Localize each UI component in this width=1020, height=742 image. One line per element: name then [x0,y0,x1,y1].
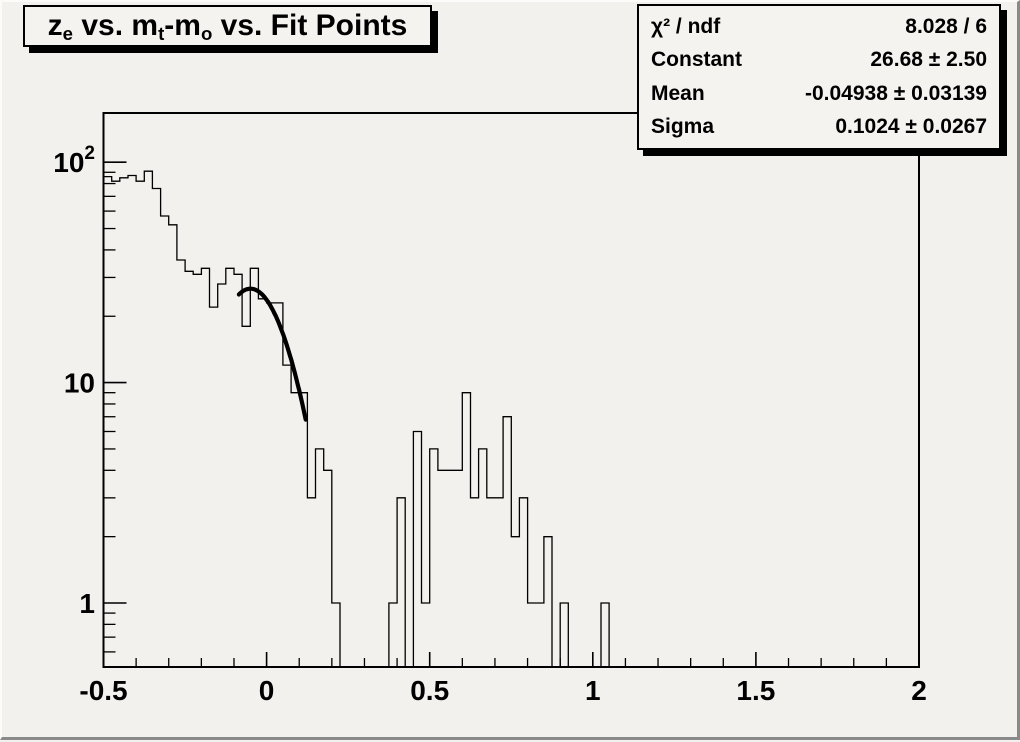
stat-value-chi2: 8.028 / 6 [905,14,987,38]
x-axis-tick-label: 0 [259,675,275,706]
stat-value-constant: 26.68 ± 2.50 [870,48,987,72]
gaussian-fit-curve [236,286,308,422]
x-axis-tick-label: 2 [911,675,927,706]
x-axis-tick-label: 1 [585,675,601,706]
stat-value-mean: -0.04938 ± 0.03139 [804,81,987,105]
x-axis-tick-label: 0.5 [410,675,449,706]
plot-frame [102,112,920,668]
x-axis-tick-label: 1.5 [736,675,775,706]
title-text-part: -m [164,9,201,42]
stat-label-constant: Constant [651,48,742,72]
title-text-part: z [47,9,63,42]
title-subscript: e [62,23,73,45]
stat-value-sigma: 0.1024 ± 0.0267 [835,115,987,139]
title-subscript: t [158,23,165,45]
stat-label-mean: Mean [651,81,705,105]
stats-row-sigma: Sigma 0.1024 ± 0.0267 [651,111,987,143]
stats-row-mean: Mean -0.04938 ± 0.03139 [651,78,987,110]
title-subscript: o [200,23,213,45]
x-axis-tick-label: -0.5 [79,675,127,706]
stats-row-chi2: χ² / ndf 8.028 / 6 [651,11,987,43]
y-axis-tick-label: 102 [53,143,95,178]
title-box: ze vs. mt-mo vs. Fit Points [23,5,432,47]
title-text-part: vs. Fit Points [212,9,408,42]
y-axis-tick-label: 10 [64,368,95,399]
stat-label-chi2: χ² / ndf [651,14,721,38]
y-axis-tick-label: 1 [79,588,95,619]
plot-title: ze vs. mt-mo vs. Fit Points [47,9,408,45]
stats-row-constant: Constant 26.68 ± 2.50 [651,44,987,76]
histogram-outline [102,170,919,668]
title-text-part: vs. m [73,9,159,42]
stat-label-sigma: Sigma [651,115,715,139]
stats-box: χ² / ndf 8.028 / 6 Constant 26.68 ± 2.50… [637,4,1001,150]
